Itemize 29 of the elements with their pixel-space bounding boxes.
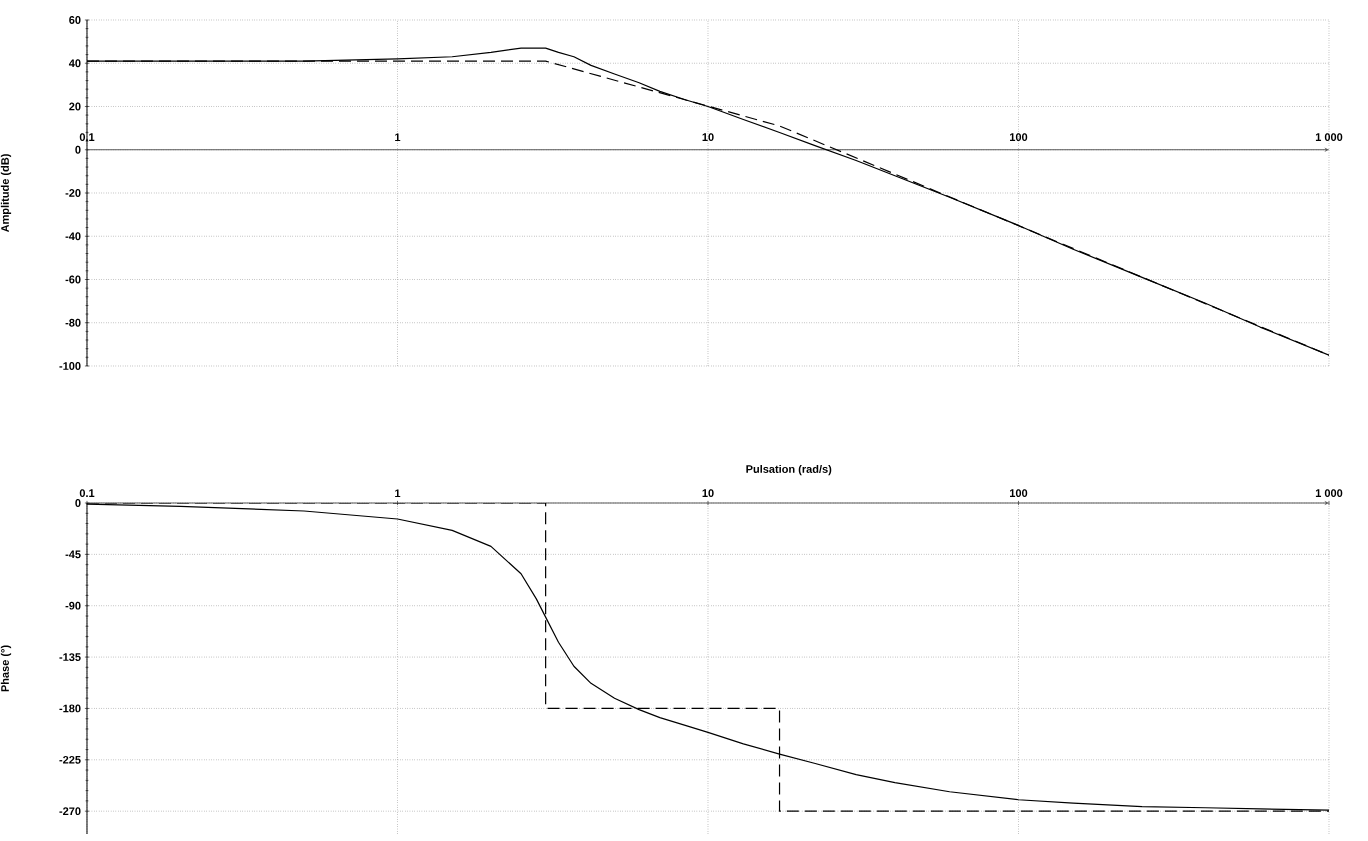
x-tick-label: 10 <box>702 489 714 498</box>
y-tick-label: -180 <box>59 704 81 713</box>
y-tick-label: -80 <box>65 318 81 327</box>
y-tick-label: -225 <box>59 755 81 764</box>
x-tick-label: 1 000 <box>1315 489 1343 498</box>
y-tick-label: 0 <box>75 499 81 507</box>
x-tick-label: 1 <box>395 489 401 498</box>
y-axis-title: Amplitude (dB) <box>0 154 12 233</box>
y-tick-label: -45 <box>65 550 81 559</box>
y-tick-label: 0 <box>75 145 81 154</box>
x-axis-title: Pulsation (rad/s) <box>746 464 832 476</box>
x-tick-label: 100 <box>1010 489 1028 498</box>
y-tick-label: 60 <box>69 16 81 24</box>
y-tick-label: -100 <box>59 362 81 370</box>
y-tick-label: -135 <box>59 653 81 661</box>
y-tick-label: -40 <box>65 232 81 241</box>
x-tick-label: 0.1 <box>79 133 95 141</box>
x-tick-label: 100 <box>1010 133 1028 141</box>
y-tick-label: 40 <box>68 59 81 68</box>
x-tick-label: 10 <box>702 133 714 141</box>
x-tick-label: 1 <box>395 133 401 141</box>
y-tick-label: -270 <box>59 807 81 816</box>
y-tick-label: 20 <box>69 102 81 111</box>
x-tick-label: 0.1 <box>79 489 95 498</box>
y-tick-label: -60 <box>65 275 81 284</box>
y-tick-label: -20 <box>65 189 81 197</box>
y-tick-label: -90 <box>65 601 81 610</box>
y-axis-title: Phase (°) <box>0 645 12 692</box>
x-tick-label: 1 000 <box>1315 133 1343 141</box>
